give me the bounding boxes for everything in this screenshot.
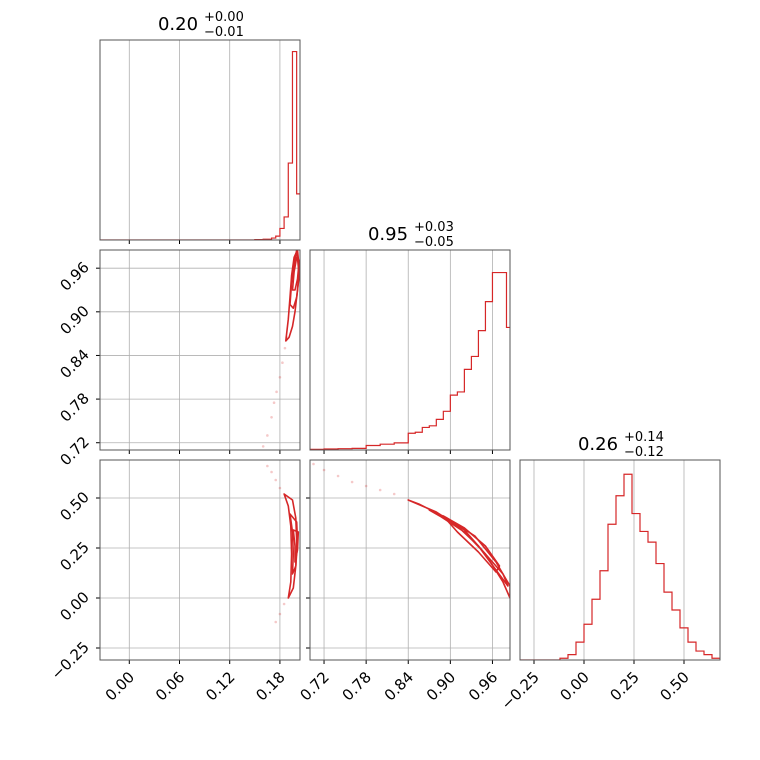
scatter-point [278,486,282,490]
x-tick-label: 0.18 [252,668,288,704]
panel-hist-p0: 0.20 +0.00−0.01 [99,10,301,244]
x-tick-label: 0.90 [423,668,459,704]
histogram-line [100,50,300,240]
y-tick-label: 0.50 [56,488,92,524]
x-tick-label: 0.00 [556,668,592,704]
scatter-point [275,390,278,394]
y-tick-label: 0.72 [56,433,92,469]
scatter-point [266,464,269,468]
panel-hist-p2: 0.26 +0.14−0.12 −0.25 0.00 0.25 0.50 [498,430,721,713]
y-tick-label: 0.96 [56,258,92,294]
scatter-point [283,346,287,350]
x-tick-label: 0.06 [152,668,188,704]
panel-title-value: 0.95 [368,224,408,245]
panel-frame [99,249,301,451]
panel-frame [309,249,511,451]
scatter-point [261,445,265,448]
contour-level-2 [289,513,299,575]
panel-frame [309,459,511,661]
scatter-point [378,488,382,492]
panel-contour-p1-p2: 0.72 0.78 0.84 0.90 0.96 [297,459,511,704]
contour-level-1 [407,499,510,599]
x-tick-label: 0.50 [656,668,692,704]
panel-contour-p0-p2: −0.250.000.250.500.00 0.06 0.12 0.18 [48,459,301,704]
panel-hist-p1: 0.95 +0.03−0.05 [309,220,511,454]
contour-level-3 [292,529,300,563]
scatter-point [322,468,326,472]
scatter-point [336,474,340,478]
scatter-point [270,470,273,474]
panel-frame [519,459,721,661]
scatter-point [350,480,354,484]
scatter-point [272,401,276,405]
scatter-point [278,375,282,379]
panel-title-plus: +0.00 [204,10,244,25]
panel-title-minus: −0.05 [414,235,454,250]
x-tick-label: −0.25 [498,668,543,713]
contour-level-1 [283,493,298,599]
scatter-point [266,434,269,437]
x-tick-label: 0.00 [102,668,138,704]
contour-level-2 [428,509,509,587]
scatter-point [274,478,278,482]
y-tick-label: 0.00 [56,588,92,624]
x-tick-label: 0.12 [202,668,238,704]
x-tick-label: 0.96 [465,668,501,704]
panel-title-value: 0.20 [158,14,198,35]
scatter-point [278,612,282,616]
panel-frame [99,459,301,661]
x-tick-label: 0.25 [606,668,642,704]
x-tick-label: 0.72 [297,668,333,704]
panel-title-minus: −0.01 [204,25,244,40]
contour-level-2 [289,250,300,309]
x-tick-label: 0.78 [339,668,375,704]
scatter-point [281,361,284,365]
scatter-point [270,415,273,419]
x-tick-label: 0.84 [381,668,417,704]
histogram-line [310,271,510,450]
panel-title-minus: −0.12 [624,445,664,460]
y-tick-label: 0.25 [56,538,92,574]
scatter-point [282,602,286,606]
contour-level-3 [442,515,501,573]
y-tick-label: 0.84 [56,346,92,382]
y-tick-label: 0.90 [56,302,92,338]
y-tick-label: −0.25 [48,638,93,683]
scatter-point [312,462,315,466]
histogram-line [520,473,720,660]
scatter-point [364,484,368,488]
panel-title-value: 0.26 [578,434,618,455]
y-tick-label: 0.78 [56,389,92,425]
panel-contour-p0-p1: 0.72 0.78 0.84 0.90 0.96 [56,249,301,469]
contour-level-3 [291,256,300,291]
scatter-point [274,620,278,624]
panel-title-plus: +0.14 [624,430,664,445]
panel-title-plus: +0.03 [414,220,454,235]
panel-frame [99,39,301,241]
scatter-point [392,492,396,496]
